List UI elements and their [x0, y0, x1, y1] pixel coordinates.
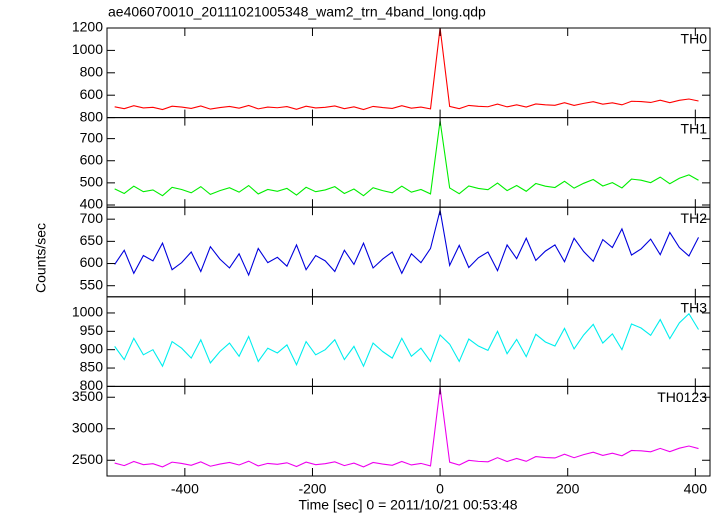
y-tick-label: 600: [80, 86, 104, 102]
y-tick-label: 400: [80, 196, 104, 212]
panel-label: TH2: [681, 210, 708, 226]
panel-frame: [106, 385, 711, 477]
y-tick-label: 650: [80, 232, 104, 248]
y-axis-label: Counts/sec: [33, 223, 49, 293]
series-line: [114, 120, 699, 197]
series-line: [114, 387, 699, 468]
y-tick-label: 3000: [72, 419, 103, 435]
x-tick-label: 200: [556, 481, 580, 497]
panel-frame: [106, 206, 711, 298]
y-tick-label: 700: [80, 210, 104, 226]
chart-title: ae406070010_20111021005348_wam2_trn_4ban…: [108, 4, 486, 20]
y-tick-label: 900: [80, 340, 104, 356]
y-tick-label: 1000: [72, 41, 103, 57]
y-tick-label: 1000: [72, 304, 103, 320]
y-tick-label: 800: [80, 64, 104, 80]
x-tick-label: -400: [171, 481, 199, 497]
y-tick-label: 700: [80, 129, 104, 145]
y-tick-label: 800: [80, 377, 104, 393]
panel-label: TH1: [681, 120, 708, 136]
y-tick-label: 550: [80, 276, 104, 292]
y-tick-label: 850: [80, 359, 104, 375]
panel-frame: [106, 117, 711, 208]
y-tick-label: 950: [80, 322, 104, 338]
y-tick-label: 500: [80, 174, 104, 190]
x-tick-label: 400: [684, 481, 708, 497]
series-line: [114, 312, 699, 368]
y-tick-label: 1200: [72, 19, 103, 35]
panel-label: TH0123: [657, 389, 707, 405]
y-tick-label: 2500: [72, 451, 103, 467]
x-tick-label: -200: [298, 481, 326, 497]
y-tick-label: 3500: [72, 388, 103, 404]
y-tick-label: 600: [80, 151, 104, 167]
panel-frame: [106, 296, 711, 387]
x-axis-label: Time [sec] 0 = 2011/10/21 00:53:48: [298, 497, 517, 513]
y-tick-label: 800: [80, 108, 104, 124]
series-line: [114, 28, 699, 111]
panel-label: TH3: [681, 300, 708, 316]
y-tick-label: 600: [80, 254, 104, 270]
x-tick-label: 0: [436, 481, 444, 497]
series-line: [114, 210, 699, 277]
panel-label: TH0: [681, 31, 708, 47]
